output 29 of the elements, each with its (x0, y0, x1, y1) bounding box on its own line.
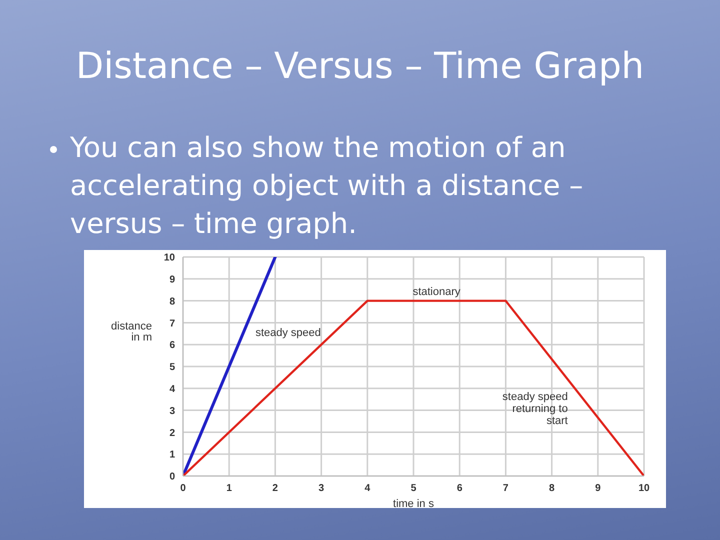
x-tick-label: 8 (549, 483, 556, 494)
x-tick-label: 1 (226, 483, 232, 494)
annotation: steady speed (255, 327, 321, 340)
y-axis-title: distance in m (111, 320, 152, 344)
x-tick-label: 3 (318, 483, 325, 494)
x-tick-label: 2 (272, 483, 278, 494)
annotation: steady speed returning to start (502, 391, 568, 428)
y-tick-label: 5 (169, 362, 176, 374)
x-tick-label: 9 (595, 483, 602, 494)
y-tick-label: 4 (169, 384, 176, 395)
x-tick-label: 7 (502, 483, 509, 494)
y-tick-label: 3 (169, 406, 176, 417)
x-tick-label: 5 (410, 483, 417, 494)
y-tick-label: 2 (169, 428, 176, 439)
y-tick-label: 7 (169, 318, 176, 330)
chart-title: Distance – Versus – Time Graph (74, 45, 646, 89)
chart-subtitle: You can also show the motion of an accelerating object with a distance – versus – time graph. (70, 131, 584, 240)
x-tick-label: 0 (180, 483, 186, 494)
x-axis-title: time in s (393, 498, 434, 510)
x-tick-label: 10 (638, 483, 650, 494)
y-tick-label: 10 (164, 252, 176, 264)
y-tick-label: 9 (169, 274, 176, 286)
x-tick-label: 4 (364, 483, 371, 494)
x-tick-label: 6 (456, 483, 463, 494)
annotation: stationary (412, 286, 461, 298)
y-tick-label: 1 (169, 450, 176, 461)
y-tick-label: 6 (169, 340, 176, 352)
y-tick-label: 8 (169, 296, 176, 308)
y-tick-label: 0 (169, 472, 176, 483)
